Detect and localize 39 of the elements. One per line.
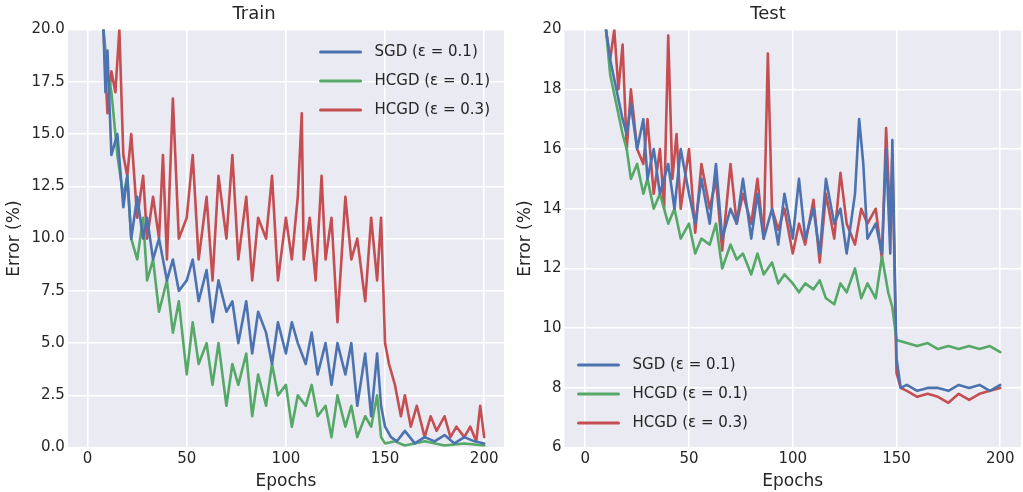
y-tick-label: 10	[542, 318, 562, 337]
y-tick-label: 12.5	[31, 176, 65, 195]
legend-label: SGD (ε = 0.1)	[632, 354, 736, 373]
legend-label: SGD (ε = 0.1)	[374, 41, 478, 60]
x-tick-label: 150	[370, 449, 400, 468]
x-tick-label: 100	[271, 449, 301, 468]
legend-label: HCGD (ε = 0.3)	[632, 412, 748, 431]
x-tick-label: 50	[679, 449, 699, 468]
legend-label: HCGD (ε = 0.1)	[374, 70, 490, 89]
y-tick-label: 17.5	[31, 71, 65, 90]
y-tick-label: 7.5	[40, 280, 65, 299]
y-tick-label: 12	[542, 258, 562, 277]
y-tick-label: 10.0	[31, 228, 65, 247]
x-tick-label: 0	[580, 449, 591, 468]
x-tick-label: 50	[177, 449, 197, 468]
x-tick-label: 100	[778, 449, 808, 468]
chart-title: Train	[231, 2, 276, 24]
y-tick-label: 2.5	[40, 385, 65, 404]
x-tick-label: 150	[882, 449, 911, 468]
x-axis-title: Epochs	[255, 470, 317, 491]
y-tick-label: 15.0	[31, 123, 65, 142]
y-tick-label: 6	[551, 437, 562, 456]
y-tick-label: 20	[542, 19, 562, 38]
y-tick-label: 18	[542, 79, 562, 98]
y-tick-label: 20.0	[31, 19, 65, 38]
chart-title: Test	[749, 2, 786, 24]
y-tick-label: 16	[542, 138, 562, 157]
y-tick-label: 14	[542, 198, 562, 217]
y-tick-label: 5.0	[40, 332, 65, 351]
legend-label: HCGD (ε = 0.3)	[374, 99, 490, 118]
x-tick-label: 200	[469, 449, 499, 468]
y-tick-label: 8	[551, 377, 562, 396]
legend-label: HCGD (ε = 0.1)	[632, 383, 748, 402]
y-axis-title: Error (%)	[2, 200, 23, 277]
x-axis-title: Epochs	[762, 470, 824, 491]
x-tick-label: 200	[985, 449, 1015, 468]
x-tick-label: 0	[82, 449, 93, 468]
y-tick-label: 0.0	[40, 437, 65, 456]
y-axis-title: Error (%)	[513, 200, 534, 277]
